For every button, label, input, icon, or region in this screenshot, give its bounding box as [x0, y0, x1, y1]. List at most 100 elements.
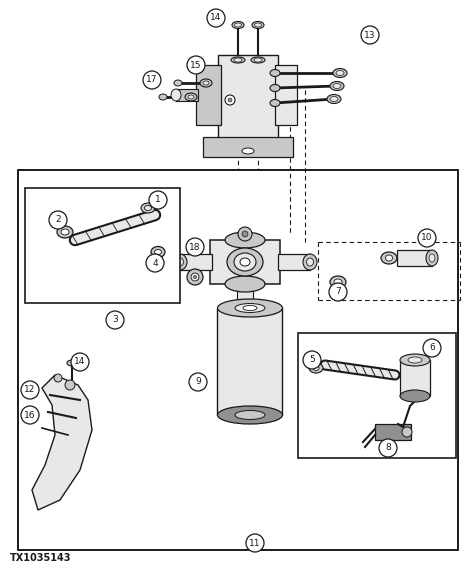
Circle shape [49, 211, 67, 229]
Circle shape [106, 311, 124, 329]
Text: 4: 4 [152, 258, 158, 268]
Ellipse shape [400, 390, 430, 402]
Ellipse shape [334, 279, 342, 285]
Circle shape [54, 374, 62, 382]
Ellipse shape [251, 57, 265, 63]
Ellipse shape [270, 69, 280, 77]
Circle shape [207, 9, 225, 27]
Circle shape [189, 373, 207, 391]
Text: 5: 5 [309, 355, 315, 364]
Ellipse shape [333, 69, 347, 77]
Ellipse shape [327, 95, 341, 104]
Ellipse shape [218, 406, 283, 424]
Circle shape [193, 276, 197, 278]
Circle shape [21, 406, 39, 424]
Ellipse shape [313, 366, 319, 371]
Ellipse shape [330, 96, 338, 101]
Circle shape [146, 254, 164, 272]
Ellipse shape [400, 354, 430, 366]
Ellipse shape [225, 276, 265, 292]
Ellipse shape [174, 80, 182, 86]
Ellipse shape [173, 254, 187, 270]
Ellipse shape [188, 95, 194, 99]
Text: 15: 15 [190, 61, 202, 69]
Ellipse shape [227, 248, 263, 276]
Ellipse shape [242, 148, 254, 154]
Ellipse shape [203, 81, 209, 85]
Text: 9: 9 [195, 378, 201, 387]
Bar [278, 254, 310, 270]
Polygon shape [32, 375, 92, 510]
Bar [180, 254, 212, 270]
Bar [25, 188, 180, 303]
Ellipse shape [235, 410, 265, 419]
Text: 1: 1 [155, 195, 161, 205]
Ellipse shape [185, 93, 197, 101]
Ellipse shape [225, 232, 265, 248]
Ellipse shape [234, 253, 256, 271]
Ellipse shape [232, 22, 244, 29]
Ellipse shape [200, 79, 212, 87]
Circle shape [143, 71, 161, 89]
Circle shape [418, 229, 436, 247]
Circle shape [71, 353, 89, 371]
Circle shape [238, 227, 252, 241]
Ellipse shape [385, 255, 392, 261]
Ellipse shape [61, 229, 69, 235]
Ellipse shape [57, 218, 65, 226]
Bar [400, 360, 430, 396]
Text: 14: 14 [74, 358, 86, 367]
Circle shape [65, 380, 75, 390]
Ellipse shape [426, 250, 438, 266]
Circle shape [228, 98, 232, 102]
Circle shape [21, 381, 39, 399]
Ellipse shape [381, 252, 397, 264]
Ellipse shape [429, 254, 435, 262]
Ellipse shape [408, 357, 422, 363]
Ellipse shape [155, 249, 162, 254]
Text: 16: 16 [24, 410, 36, 419]
Text: 6: 6 [429, 343, 435, 352]
Text: 17: 17 [146, 76, 158, 84]
Bar [203, 137, 293, 157]
Text: 12: 12 [24, 386, 36, 394]
Circle shape [303, 351, 321, 369]
Ellipse shape [159, 94, 167, 100]
Bar [18, 170, 458, 550]
Text: 8: 8 [385, 444, 391, 453]
Ellipse shape [171, 89, 181, 101]
Ellipse shape [218, 299, 283, 317]
Ellipse shape [307, 258, 313, 266]
Circle shape [423, 339, 441, 357]
Ellipse shape [330, 276, 346, 288]
Bar [218, 55, 278, 145]
Ellipse shape [145, 206, 152, 210]
Text: 3: 3 [112, 316, 118, 324]
Circle shape [242, 231, 248, 237]
Ellipse shape [303, 254, 317, 270]
Text: 7: 7 [335, 288, 341, 296]
Ellipse shape [235, 23, 241, 27]
Circle shape [187, 56, 205, 74]
Circle shape [379, 439, 397, 457]
Circle shape [329, 283, 347, 301]
Text: 18: 18 [189, 242, 201, 252]
Ellipse shape [255, 23, 262, 27]
Ellipse shape [333, 84, 341, 88]
Bar [275, 65, 297, 125]
Ellipse shape [309, 363, 323, 373]
Bar [298, 333, 456, 458]
Ellipse shape [234, 58, 242, 62]
Circle shape [402, 427, 412, 437]
Circle shape [225, 95, 235, 105]
Circle shape [186, 238, 204, 256]
Ellipse shape [235, 304, 265, 312]
Ellipse shape [141, 203, 155, 213]
Circle shape [191, 273, 199, 281]
Text: 14: 14 [210, 14, 222, 22]
Ellipse shape [243, 305, 257, 311]
Bar [218, 308, 283, 415]
Text: 13: 13 [364, 30, 376, 40]
Ellipse shape [240, 258, 250, 266]
Text: 10: 10 [421, 234, 433, 242]
